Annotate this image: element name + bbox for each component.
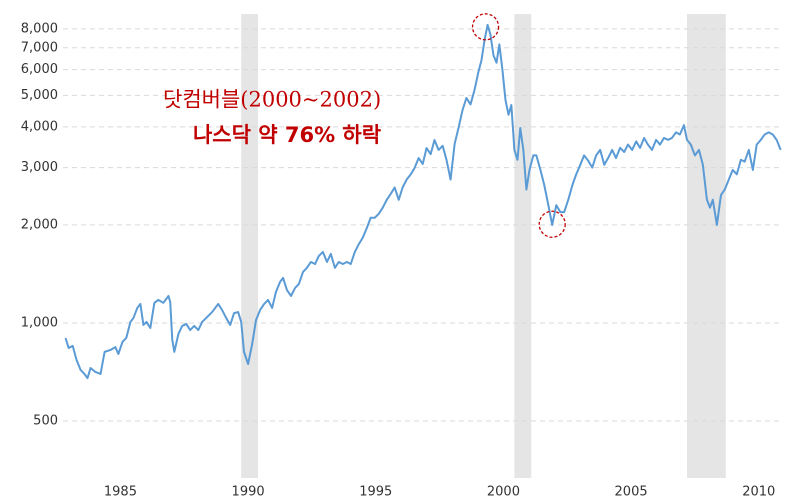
y-tick-label: 5,000 — [21, 88, 58, 103]
y-tick-label: 3,000 — [21, 160, 58, 175]
shaded-range — [514, 14, 532, 478]
highlight-circle — [538, 210, 566, 238]
grid-layer: 500 1,000 2,000 3,000 4,000 5,000 6,000 7,000 8,… — [21, 21, 783, 500]
line-series — [64, 23, 782, 380]
y-tick-label: 7,000 — [21, 40, 58, 55]
x-tick-label: 1990 — [232, 485, 265, 500]
y-tick-label: 8,000 — [21, 21, 58, 36]
x-tick-label: 2010 — [742, 485, 775, 500]
shade-layer — [241, 14, 726, 478]
annotation: 닷컴버블(2000~2002) — [163, 88, 381, 112]
x-tick-label: 1985 — [104, 485, 137, 500]
y-tick-label: 4,000 — [21, 119, 58, 134]
highlight-circle — [471, 13, 500, 41]
y-tick-label: 6,000 — [21, 62, 58, 77]
annotation: 나스닥 약 76% 하락 — [193, 123, 381, 147]
shaded-range — [241, 14, 259, 478]
x-tick-label: 1995 — [359, 485, 392, 500]
x-tick-label: 2000 — [487, 485, 520, 500]
y-tick-label: 500 — [33, 413, 58, 428]
y-tick-label: 1,000 — [21, 315, 58, 330]
y-tick-label: 2,000 — [21, 217, 58, 232]
shaded-range — [687, 14, 726, 478]
x-tick-label: 2005 — [615, 485, 648, 500]
plot-layer — [64, 13, 782, 380]
